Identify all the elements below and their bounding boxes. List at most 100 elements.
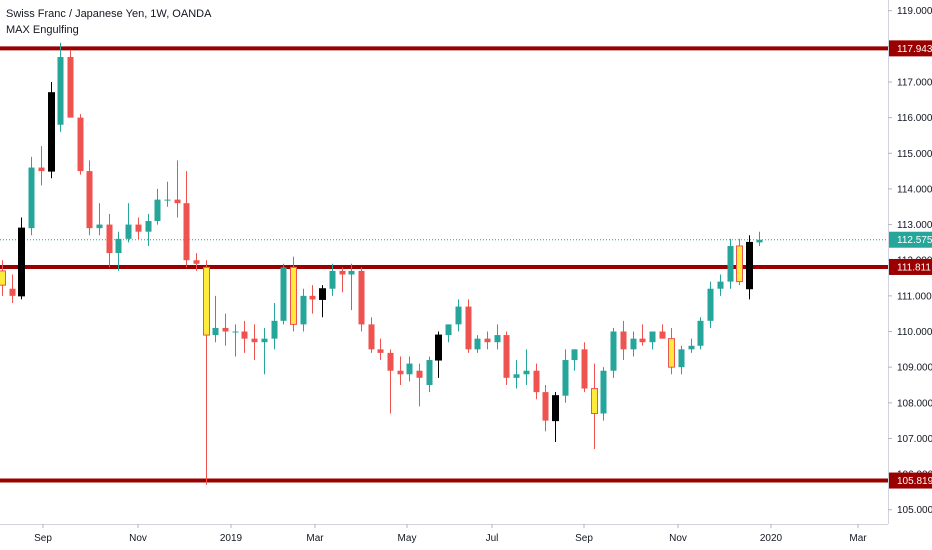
candle-body xyxy=(572,349,578,360)
candle-body xyxy=(485,339,491,343)
candle-body xyxy=(272,321,278,339)
candle-body xyxy=(757,240,763,243)
candle-body xyxy=(29,168,35,229)
candle-body xyxy=(698,321,704,346)
level-price-text: 117.943 xyxy=(897,44,932,55)
indicator-name[interactable]: MAX Engulfing xyxy=(6,22,211,38)
candle-body xyxy=(436,335,442,360)
candle-body xyxy=(233,332,239,333)
candle-body xyxy=(107,225,113,254)
candle-body xyxy=(291,267,297,324)
y-tick-label: 111.000 xyxy=(897,291,932,302)
candle-body xyxy=(504,335,510,378)
y-tick-label: 108.000 xyxy=(897,398,932,409)
candle-body xyxy=(262,339,268,343)
candle-body xyxy=(407,364,413,375)
candle-body xyxy=(19,228,25,296)
level-price-text: 111.811 xyxy=(897,262,931,273)
x-tick-label: 2019 xyxy=(220,533,243,544)
candle-body xyxy=(495,335,501,342)
candle-body xyxy=(601,371,607,414)
candle-body xyxy=(184,203,190,260)
y-tick-label: 116.000 xyxy=(897,113,932,124)
candle-body xyxy=(0,271,6,285)
candle-body xyxy=(708,289,714,321)
candle-body xyxy=(582,349,588,388)
candle-body xyxy=(640,339,646,343)
candle-body xyxy=(213,328,219,335)
candle-body xyxy=(369,324,375,349)
x-tick-label: Mar xyxy=(306,533,324,544)
candle-body xyxy=(116,239,122,253)
time-axis[interactable]: Sep Nov 2019 Mar May Jul Sep Nov 2020 Mar xyxy=(34,524,867,544)
candle-body xyxy=(10,289,16,296)
candle-body xyxy=(514,374,520,378)
candle-body xyxy=(330,271,336,289)
candle-body xyxy=(446,324,452,335)
candle-body xyxy=(650,332,656,343)
candle-body xyxy=(679,349,685,367)
candle-body xyxy=(242,332,248,339)
candle-body xyxy=(631,339,637,350)
level-price-text: 105.819 xyxy=(897,476,932,487)
y-tick-label: 110.000 xyxy=(897,327,932,338)
candle-body xyxy=(340,271,346,275)
candle-body xyxy=(611,332,617,371)
y-tick-label: 117.000 xyxy=(897,77,932,88)
candle-body xyxy=(97,225,103,229)
x-tick-label: Sep xyxy=(575,533,593,544)
candle-body xyxy=(475,339,481,350)
candle-body xyxy=(281,267,287,320)
candle-body xyxy=(165,200,171,201)
y-tick-label: 119.000 xyxy=(897,6,932,17)
x-tick-label: Sep xyxy=(34,533,52,544)
y-tick-label: 113.000 xyxy=(897,220,932,231)
candle-body xyxy=(310,296,316,300)
candle-body xyxy=(194,260,200,264)
last-price-text: 112.575 xyxy=(897,235,932,246)
y-tick-label: 109.000 xyxy=(897,363,932,374)
candle-body xyxy=(534,371,540,392)
x-tick-label: Jul xyxy=(486,533,499,544)
candle-body xyxy=(543,392,549,421)
candle-body xyxy=(718,282,724,289)
candles xyxy=(0,43,763,485)
y-tick-label: 105.000 xyxy=(897,505,932,516)
candle-body xyxy=(660,332,666,339)
y-tick-label: 115.000 xyxy=(897,149,932,160)
candle-body xyxy=(58,57,64,125)
candle-body xyxy=(136,225,142,232)
candle-body xyxy=(553,396,559,421)
candle-body xyxy=(349,271,355,275)
candle-body xyxy=(126,225,132,239)
candle-body xyxy=(39,168,45,172)
x-tick-label: May xyxy=(398,533,417,544)
candle-body xyxy=(78,118,84,171)
candle-body xyxy=(456,307,462,325)
candle-body xyxy=(223,328,229,332)
candle-body xyxy=(466,307,472,350)
candle-body xyxy=(175,200,181,204)
axis-price-labels: 117.943 111.811 105.819 112.575 xyxy=(889,40,932,488)
candle-body xyxy=(524,371,530,375)
candle-body xyxy=(592,389,598,414)
candle-body xyxy=(388,353,394,371)
candle-body xyxy=(689,346,695,350)
candle-body xyxy=(728,246,734,282)
x-tick-label: Nov xyxy=(669,533,687,544)
candle-body xyxy=(87,171,93,228)
x-tick-label: Nov xyxy=(129,533,147,544)
candle-body xyxy=(398,371,404,375)
candle-body xyxy=(146,221,152,232)
candle-body xyxy=(49,93,55,171)
symbol-title[interactable]: Swiss Franc / Japanese Yen, 1W, OANDA xyxy=(6,6,211,22)
support-resistance-levels xyxy=(0,48,888,480)
candle-body xyxy=(378,349,384,353)
candle-body xyxy=(417,371,423,378)
candle-body xyxy=(359,271,365,324)
candle-body xyxy=(301,296,307,325)
candle-body xyxy=(427,360,433,385)
candle-body xyxy=(747,242,753,288)
candle-body xyxy=(737,246,743,282)
